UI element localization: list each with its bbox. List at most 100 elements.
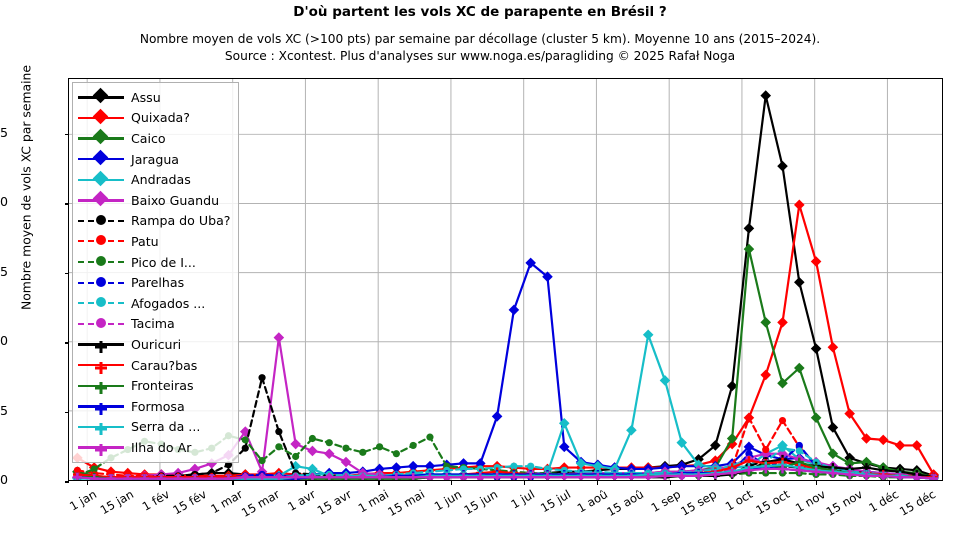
legend-item-patu[interactable]: Patu [78, 231, 231, 252]
legend-item-parelhas[interactable]: Parelhas [78, 272, 231, 293]
legend-item-caico[interactable]: Caico [78, 128, 231, 149]
x-tick-label: 1 jul [508, 487, 537, 512]
legend-swatch [78, 170, 124, 189]
legend-swatch [78, 232, 124, 250]
x-tick-mark [159, 480, 161, 485]
legend-item-ouricuri[interactable]: Ouricuri [78, 334, 231, 355]
x-tick-label: 1 mar [208, 487, 246, 517]
legend-label: Assu [131, 89, 161, 105]
y-tick-mark [64, 481, 69, 483]
legend-item-baixo-guandu[interactable]: Baixo Guandu [78, 190, 231, 211]
x-tick-label: 15 avr [315, 487, 355, 518]
y-tick-label: 5 [0, 402, 8, 418]
legend-swatch [78, 356, 124, 374]
x-tick-mark [232, 480, 234, 485]
x-tick-label: 1 aoû [574, 487, 610, 516]
legend-marker-plus-icon [95, 441, 107, 456]
legend-label: Caico [131, 130, 166, 146]
x-tick-mark [742, 480, 745, 485]
legend-item-serra-da[interactable]: Serra da ... [78, 417, 231, 438]
x-tick-label: 1 sep [648, 487, 683, 515]
x-tick-mark [596, 480, 599, 485]
series-ilha-do-ar [73, 464, 938, 480]
legend-label: Formosa [131, 398, 185, 414]
y-tick-mark [64, 342, 69, 344]
x-tick-label: 1 avr [285, 487, 318, 515]
legend-swatch [78, 149, 124, 168]
x-tick-label: 1 jun [431, 487, 464, 514]
x-tick-label: 15 nov [823, 487, 865, 519]
grid-and-series [69, 79, 942, 480]
x-tick-mark [815, 480, 818, 485]
legend-label: Fronteiras [131, 378, 194, 394]
x-tick-label: 15 fév [169, 487, 209, 518]
y-tick-mark [64, 411, 69, 414]
legend-label: Baixo Guandu [131, 192, 220, 208]
x-tick-label: 15 sep [678, 487, 720, 519]
legend-marker-circle-icon [95, 235, 106, 246]
chart-subtitle: Nombre moyen de vols XC (>100 pts) par s… [0, 31, 960, 65]
legend-item-fronteiras[interactable]: Fronteiras [78, 375, 231, 396]
x-tick-label: 1 nov [793, 487, 829, 516]
legend-swatch [78, 397, 124, 415]
legend-item-quixada[interactable]: Quixada? [78, 108, 231, 129]
x-tick-label: 1 déc [866, 487, 902, 516]
legend-swatch [78, 190, 124, 209]
legend-label: Patu [131, 233, 159, 249]
legend-label: Jaragua [131, 151, 180, 167]
legend-item-afogados[interactable]: Afogados ... [78, 293, 231, 314]
legend-item-pico-de-i[interactable]: Pico de I... [78, 252, 231, 273]
legend-swatch [78, 377, 124, 395]
legend-swatch [78, 108, 124, 127]
x-tick-label: 15 mar [238, 487, 282, 520]
legend-swatch [78, 335, 124, 353]
legend-swatch [78, 315, 124, 333]
legend-item-assu[interactable]: Assu [78, 87, 231, 108]
legend-item-carau-bas[interactable]: Carau?bas [78, 355, 231, 376]
legend-swatch [78, 88, 124, 106]
x-tick-label: 1 mai [355, 487, 391, 516]
legend-marker-diamond-icon [92, 88, 109, 104]
legend-label: Rampa do Uba? [131, 213, 231, 229]
legend-item-formosa[interactable]: Formosa [78, 396, 231, 417]
legend-swatch [78, 294, 124, 312]
legend-label: Carau?bas [131, 357, 198, 373]
chart-subtitle-line-2: Source : Xcontest. Plus d'analyses sur w… [224, 49, 736, 63]
x-tick-label: 15 jan [97, 487, 136, 518]
legend-marker-plus-icon [95, 338, 107, 353]
x-tick-label: 1 jan [67, 487, 100, 514]
legend-swatch [78, 274, 124, 292]
legend-item-tacima[interactable]: Tacima [78, 314, 231, 335]
y-tick-mark [64, 203, 69, 205]
legend-marker-circle-icon [95, 297, 106, 308]
legend-item-ilha-do-ar[interactable]: Ilha do Ar [78, 437, 231, 458]
chart-legend: Assu Quixada? Caico Jaragua Andradas Baixo Gu… [72, 82, 239, 463]
legend-marker-diamond-icon [92, 149, 109, 166]
y-tick-mark [64, 272, 69, 275]
legend-item-rampa-do-uba[interactable]: Rampa do Uba? [78, 211, 231, 232]
legend-swatch [78, 253, 124, 271]
legend-label: Ilha do Ar [131, 439, 192, 455]
y-tick-label: 15 [0, 263, 8, 279]
legend-label: Tacima [131, 316, 175, 332]
legend-marker-circle-icon [95, 276, 106, 287]
x-tick-label: 1 fév [139, 487, 173, 514]
chart-title: D'où partent les vols XC de parapente en… [293, 4, 667, 20]
legend-label: Quixada? [131, 110, 190, 126]
legend-item-andradas[interactable]: Andradas [78, 169, 231, 190]
legend-label: Afogados ... [131, 295, 206, 311]
legend-marker-plus-icon [95, 359, 107, 374]
legend-marker-circle-icon [95, 256, 106, 267]
legend-item-jaragua[interactable]: Jaragua [78, 149, 231, 170]
y-tick-label: 20 [0, 194, 8, 210]
x-tick-mark [86, 480, 88, 485]
x-tick-label: 15 mai [385, 487, 428, 520]
x-tick-label: 15 jun [461, 487, 501, 518]
chart-subtitle-line-1: Nombre moyen de vols XC (>100 pts) par s… [139, 32, 821, 46]
legend-marker-plus-icon [95, 420, 107, 436]
legend-swatch [78, 129, 124, 147]
x-tick-mark [888, 480, 890, 485]
legend-swatch [78, 438, 124, 456]
y-tick-label: 25 [0, 124, 8, 140]
legend-marker-circle-icon [95, 214, 106, 225]
